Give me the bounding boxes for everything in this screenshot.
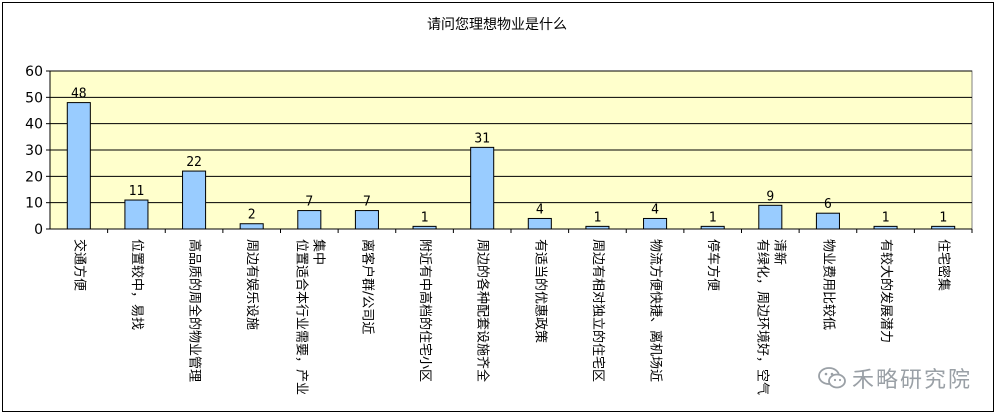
bar (470, 146, 495, 230)
watermark-text: 禾略研究院 (851, 368, 972, 393)
bar (758, 204, 783, 230)
bar (182, 170, 207, 230)
category-label: 有较大的发展潜力 (878, 239, 894, 343)
bar (66, 102, 91, 230)
bar (585, 225, 610, 230)
category-label: 交通方便 (71, 239, 87, 291)
bar (527, 217, 552, 230)
data-label: 1 (882, 210, 890, 225)
category-label: 有绿化，周边环境好，空气 (754, 239, 770, 395)
data-label: 11 (129, 184, 145, 199)
category-label: 离客户群/公司近 (359, 239, 375, 334)
y-tick-label: 30 (25, 143, 43, 159)
data-label: 4 (536, 202, 544, 217)
category-label: 周边有娱乐设施 (244, 239, 259, 330)
data-label: 7 (363, 195, 371, 210)
data-label: 1 (939, 210, 947, 225)
data-label: 1 (709, 210, 717, 225)
data-label: 1 (421, 210, 429, 225)
chart-title: 请问您理想物业是什么 (427, 17, 567, 33)
bar (124, 199, 149, 230)
bar (815, 212, 840, 230)
category-label: 位置较中，易找 (129, 239, 144, 330)
data-label: 7 (305, 195, 313, 210)
category-label: 周边有相对独立的住宅区 (590, 239, 606, 382)
bar (412, 225, 437, 230)
category-label: 附近有中高档的住宅小区 (417, 239, 433, 382)
data-label: 22 (186, 155, 202, 170)
category-label: 位置适合本行业需要，产业 (293, 239, 308, 395)
bar (700, 225, 725, 230)
data-label: 1 (594, 210, 602, 225)
y-tick-label: 10 (25, 196, 43, 212)
bar (297, 210, 322, 230)
bar (873, 225, 898, 230)
category-label: 清新 (771, 239, 787, 265)
y-tick-label: 50 (25, 90, 43, 106)
bar (643, 217, 668, 230)
bar (239, 223, 264, 230)
data-label: 48 (71, 87, 87, 102)
category-label: 有适当的优惠政策 (532, 239, 548, 343)
wechat-icon (818, 367, 846, 389)
bar (354, 210, 379, 230)
category-label: 住宅密集 (936, 239, 952, 291)
data-label: 9 (766, 189, 774, 204)
data-label: 4 (651, 202, 659, 217)
y-tick-label: 0 (34, 222, 43, 238)
category-label: 集中 (310, 239, 326, 265)
data-label: 31 (474, 131, 490, 146)
category-label: 物业费用比较低 (820, 239, 835, 330)
category-label: 周边的各种配套设施齐全 (475, 239, 491, 382)
category-label: 高品质的周全的物业管理 (187, 239, 203, 382)
data-label: 6 (824, 197, 832, 212)
y-tick-label: 20 (25, 169, 43, 185)
data-label: 2 (248, 208, 256, 223)
category-label: 物流方便快捷、离机场近 (648, 239, 664, 382)
bar (931, 225, 956, 230)
y-tick-label: 60 (25, 64, 43, 80)
category-label: 停车方便 (705, 239, 721, 291)
watermark: 禾略研究院 (818, 362, 972, 394)
y-tick-label: 40 (25, 117, 43, 133)
